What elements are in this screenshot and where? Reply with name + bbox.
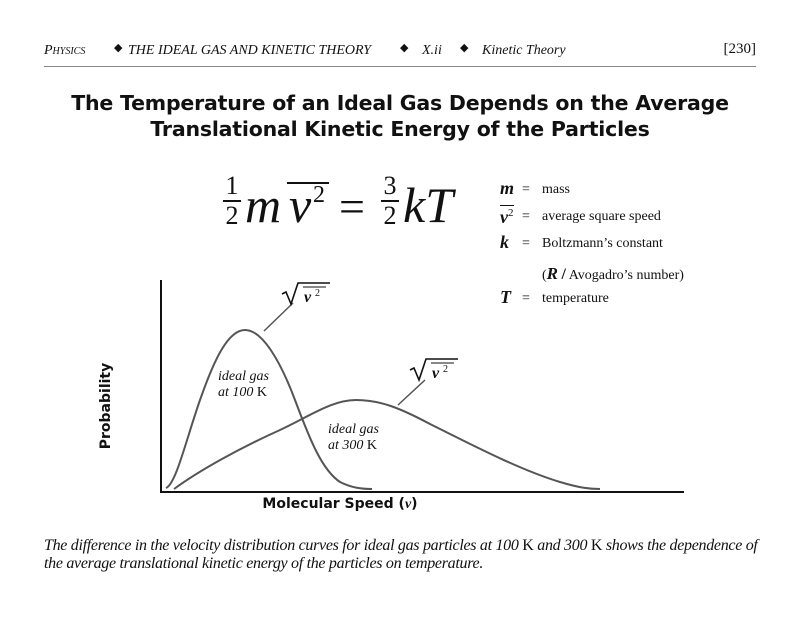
average-overbar [287, 182, 329, 184]
figure-caption: The difference in the velocity distribut… [44, 537, 758, 572]
rms-speed-symbol-300k: v 2 [409, 358, 458, 383]
y-axis-label: Probability [98, 362, 114, 450]
header-chapter: THE IDEAL GAS AND KINETIC THEORY [128, 43, 372, 58]
fraction-one-half: 1 2 [223, 173, 241, 229]
page-title: The Temperature of an Ideal Gas Depends … [0, 90, 800, 142]
kinetic-energy-equation: 1 2 m v 2 = 3 2 kT [215, 172, 475, 242]
title-line-1: The Temperature of an Ideal Gas Depends … [71, 91, 729, 115]
rms-speed-symbol-100k: v 2 [281, 282, 330, 307]
diamond-bullet-icon: ◆ [460, 42, 469, 54]
header-topic: Kinetic Theory [482, 43, 566, 58]
diamond-bullet-icon: ◆ [114, 42, 123, 54]
svg-text:v: v [304, 289, 312, 306]
speed-symbol: v [289, 177, 312, 233]
header-section: X.ii [422, 43, 442, 58]
svg-text:2: 2 [315, 288, 320, 299]
equals-sign: = [339, 181, 365, 232]
header-subject: Physics [44, 43, 86, 58]
rms-leader-line-300k [397, 379, 426, 406]
mass-symbol: m [245, 177, 282, 233]
running-header: Physics ◆ THE IDEAL GAS AND KINETIC THEO… [44, 40, 756, 64]
title-line-2: Translational Kinetic Energy of the Part… [150, 117, 650, 141]
curve-300k [173, 398, 601, 490]
curve-100k [165, 328, 373, 490]
page-number: [230] [723, 41, 757, 57]
svg-text:2: 2 [443, 364, 448, 375]
curve-label-300k: ideal gas at 300 K [328, 422, 379, 453]
kT-terms: kT [403, 177, 453, 233]
svg-text:v: v [432, 365, 440, 382]
fraction-three-halves: 3 2 [381, 173, 399, 229]
exponent: 2 [313, 182, 325, 208]
diamond-bullet-icon: ◆ [400, 42, 409, 54]
curve-label-100k: ideal gas at 100 K [218, 369, 269, 400]
rms-leader-line-100k [263, 302, 294, 332]
x-axis-label: Molecular Speed (v) [262, 496, 418, 512]
header-divider [44, 66, 756, 67]
